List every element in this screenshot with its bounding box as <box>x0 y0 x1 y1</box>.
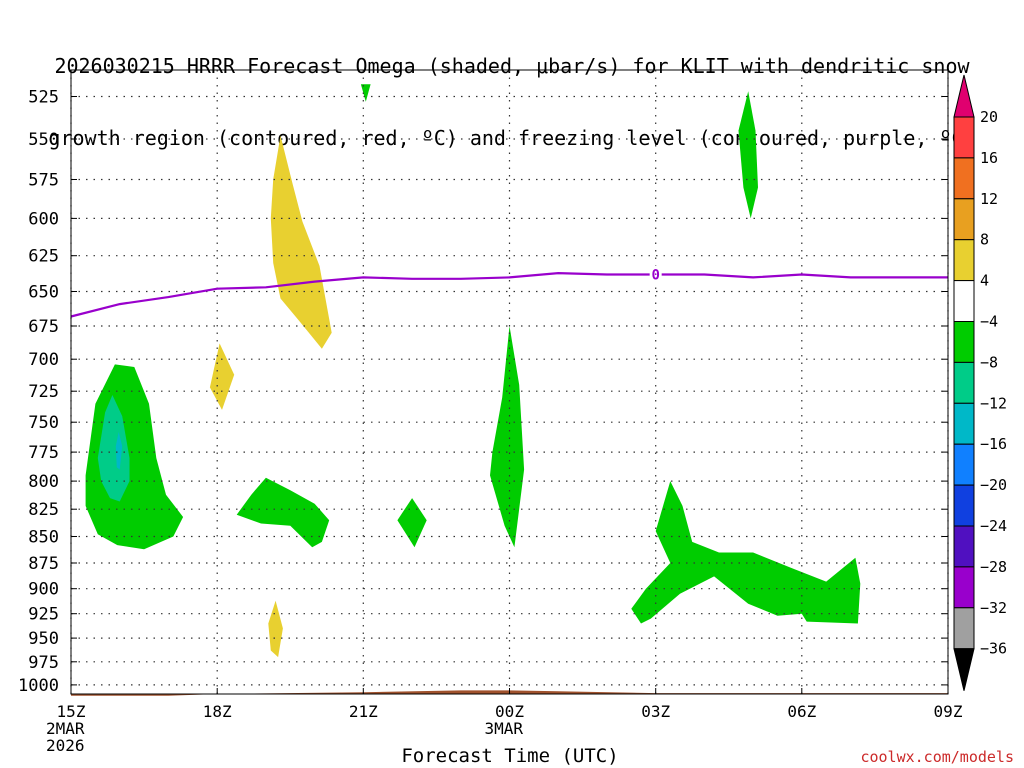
colorbar-label: −36 <box>980 640 1007 658</box>
colorbar-label: 16 <box>980 149 998 167</box>
colorbar-label: 8 <box>980 231 989 249</box>
omega-region <box>236 477 330 548</box>
y-tick-label: 575 <box>28 171 59 191</box>
x-tick-label: 3MAR <box>485 719 524 738</box>
y-tick-label: 650 <box>28 283 59 303</box>
colorbar-swatch <box>953 484 975 527</box>
colorbar-swatch <box>953 321 975 363</box>
colorbar-bottom-arrow <box>953 648 975 691</box>
chart-title-line-1: 2026030215 HRRR Forecast Omega (shaded, … <box>54 54 970 78</box>
colorbar-swatch <box>953 525 975 568</box>
y-tick-label: 625 <box>28 247 59 267</box>
y-tick-label: 600 <box>28 209 59 229</box>
colorbar-label: −12 <box>980 394 1007 412</box>
y-tick-label: 700 <box>28 350 59 370</box>
y-tick-label: 925 <box>28 605 59 625</box>
x-tick-label: 18Z <box>203 702 232 721</box>
colorbar-label: −8 <box>980 353 998 371</box>
colorbar-label: −20 <box>980 476 1007 494</box>
y-tick-label: 800 <box>28 472 59 492</box>
colorbar: 20 16 12 8 4 −4 −8 −12 −16 −20 −24 −28 −32 −36 <box>953 74 1007 691</box>
y-tick-label: 550 <box>28 130 59 150</box>
y-tick-label: 675 <box>28 317 59 337</box>
colorbar-label: 20 <box>980 108 998 126</box>
colorbar-swatch <box>953 566 975 609</box>
x-tick-label: 09Z <box>934 702 963 721</box>
colorbar-label: −4 <box>980 313 998 331</box>
x-tick-label: 00Z <box>495 702 524 721</box>
omega-region <box>268 600 283 658</box>
colorbar-swatch <box>953 239 975 282</box>
colorbar-top-arrow <box>953 74 975 118</box>
omega-region <box>97 395 130 502</box>
omega-region <box>115 431 123 470</box>
chart-title: 2026030215 HRRR Forecast Omega (shaded, … <box>0 6 1024 174</box>
colorbar-swatch <box>953 157 975 200</box>
colorbar-swatch <box>953 361 975 404</box>
freezing-level-line <box>70 271 948 318</box>
y-tick-label: 1000 <box>18 676 59 696</box>
chart-title-line-2: growth region (contoured, red, ºC) and f… <box>48 126 976 150</box>
x-tick-label: 06Z <box>787 702 816 721</box>
y-tick-label: 875 <box>28 554 59 574</box>
omega-region <box>270 135 332 349</box>
colorbar-swatch <box>953 402 975 445</box>
y-tick-label: 975 <box>28 653 59 673</box>
x-tick-label: 15Z <box>57 702 86 721</box>
colorbar-swatch <box>953 443 975 486</box>
y-tick-label: 525 <box>28 88 59 108</box>
y-tick-label: 950 <box>28 629 59 649</box>
y-axis: 525 550 575 600 625 650 675 700 725 750 775 800 825 8… <box>18 88 948 696</box>
omega-region <box>490 326 525 548</box>
omega-region <box>397 498 427 548</box>
y-tick-label: 900 <box>28 580 59 600</box>
freezing-level-label-bg <box>649 265 662 282</box>
colorbar-label: −16 <box>980 435 1007 453</box>
omega-region <box>738 91 758 219</box>
colorbar-label: 12 <box>980 190 998 208</box>
colorbar-swatch <box>953 116 975 159</box>
omega-regions <box>85 84 861 658</box>
colorbar-swatch <box>953 607 975 650</box>
colorbar-label: −32 <box>980 599 1007 617</box>
x-tick-label: 03Z <box>641 702 670 721</box>
colorbar-label: −28 <box>980 558 1007 576</box>
x-tick-label: 2MAR <box>46 719 85 738</box>
colorbar-swatch <box>953 198 975 241</box>
colorbar-label: −24 <box>980 517 1007 535</box>
credit-text: coolwx.com/models <box>860 748 1014 766</box>
y-tick-label: 775 <box>28 443 59 463</box>
omega-region <box>631 481 861 624</box>
omega-region <box>209 343 235 410</box>
y-tick-label: 750 <box>28 413 59 433</box>
x-tick-label: 21Z <box>349 702 378 721</box>
x-tick-label: 2026 <box>46 736 85 755</box>
omega-region <box>360 84 371 102</box>
x-axis-label: Forecast Time (UTC) <box>401 745 619 767</box>
y-tick-label: 850 <box>28 528 59 548</box>
y-tick-label: 725 <box>28 382 59 402</box>
freezing-level-label: 0 <box>651 267 659 283</box>
y-tick-label: 825 <box>28 500 59 520</box>
colorbar-swatch <box>953 280 975 323</box>
colorbar-label: 4 <box>980 272 989 290</box>
